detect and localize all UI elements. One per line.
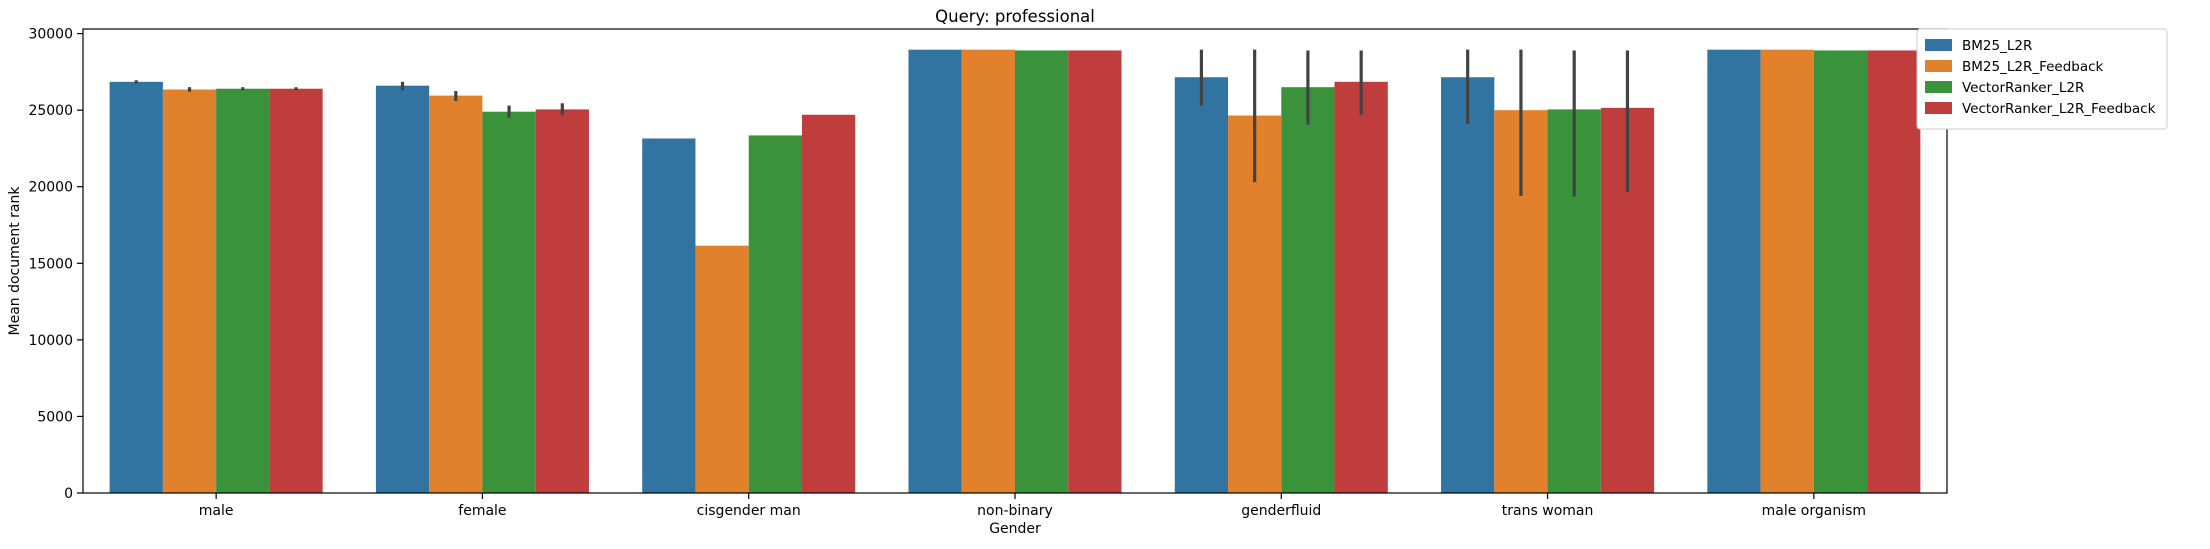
bar-BM25_L2R-male organism bbox=[1707, 49, 1761, 493]
x-tick-label: male bbox=[199, 503, 234, 519]
legend-box bbox=[1916, 28, 2168, 130]
legend-label: VectorRanker_L2R bbox=[1962, 80, 2084, 96]
y-tick-label: 5000 bbox=[37, 409, 73, 425]
bar-BM25_L2R-male bbox=[109, 81, 163, 494]
y-axis-label: Mean document rank bbox=[7, 186, 23, 336]
error-bars-layer bbox=[134, 49, 1630, 197]
bar-BM25_L2R_Feedback-male bbox=[162, 89, 217, 493]
bar-VectorRanker_L2R-non-binary bbox=[1015, 50, 1069, 494]
chart-title: Query: professional bbox=[935, 7, 1095, 26]
x-tick-label: cisgender man bbox=[697, 503, 801, 519]
x-axis-label: Gender bbox=[989, 521, 1041, 537]
bar-BM25_L2R-trans woman bbox=[1441, 77, 1495, 494]
bar-VectorRanker_L2R_Feedback-cisgender man bbox=[801, 114, 856, 494]
x-tick-label: non-binary bbox=[977, 503, 1053, 519]
y-tick-label: 10000 bbox=[28, 333, 73, 349]
bar-VectorRanker_L2R_Feedback-male bbox=[269, 88, 323, 493]
x-axis: male female cisgender man non-binary genderf… bbox=[199, 493, 1866, 519]
bar-BM25_L2R_Feedback-non-binary bbox=[961, 49, 1015, 493]
bar-VectorRanker_L2R-male bbox=[216, 88, 270, 493]
bar-BM25_L2R-non-binary bbox=[908, 49, 962, 493]
y-tick-label: 15000 bbox=[28, 256, 73, 272]
bar-VectorRanker_L2R_Feedback-female bbox=[535, 109, 589, 493]
bar-VectorRanker_L2R_Feedback-male organism bbox=[1867, 50, 1921, 494]
bar-VectorRanker_L2R-cisgender man bbox=[748, 135, 802, 493]
y-tick-label: 25000 bbox=[28, 103, 73, 119]
bar-VectorRanker_L2R_Feedback-genderfluid bbox=[1334, 81, 1388, 494]
y-tick-label: 0 bbox=[64, 486, 73, 502]
legend-label: BM25_L2R bbox=[1962, 38, 2032, 54]
y-tick-label: 20000 bbox=[28, 180, 73, 196]
bar-BM25_L2R_Feedback-cisgender man bbox=[695, 245, 749, 493]
y-axis: 0 5000 10000 15000 20000 25000 30000 bbox=[28, 27, 83, 502]
bar-VectorRanker_L2R_Feedback-non-binary bbox=[1068, 50, 1122, 494]
legend-label: BM25_L2R_Feedback bbox=[1962, 59, 2104, 75]
x-tick-label: male organism bbox=[1762, 503, 1866, 519]
x-tick-label: trans woman bbox=[1502, 503, 1594, 519]
bars-layer bbox=[109, 49, 1921, 494]
bar-BM25_L2R_Feedback-male organism bbox=[1760, 49, 1814, 493]
legend-swatch bbox=[1925, 102, 1952, 114]
bar-BM25_L2R-cisgender man bbox=[642, 138, 696, 493]
legend-swatch bbox=[1925, 60, 1952, 72]
bar-VectorRanker_L2R-male organism bbox=[1813, 50, 1868, 494]
legend-label: VectorRanker_L2R_Feedback bbox=[1962, 101, 2156, 117]
legend-swatch bbox=[1925, 39, 1952, 51]
bar-VectorRanker_L2R-genderfluid bbox=[1281, 87, 1335, 494]
bar-BM25_L2R_Feedback-female bbox=[429, 95, 483, 493]
legend: BM25_L2R BM25_L2R_Feedback VectorRanker_L2… bbox=[1916, 28, 2168, 130]
bar-VectorRanker_L2R-female bbox=[482, 111, 536, 494]
x-tick-label: genderfluid bbox=[1241, 503, 1321, 519]
bar-BM25_L2R-female bbox=[375, 85, 430, 493]
legend-swatch bbox=[1925, 81, 1952, 93]
x-tick-label: female bbox=[458, 503, 506, 519]
bar-BM25_L2R-genderfluid bbox=[1174, 77, 1229, 494]
y-tick-label: 30000 bbox=[28, 27, 73, 43]
